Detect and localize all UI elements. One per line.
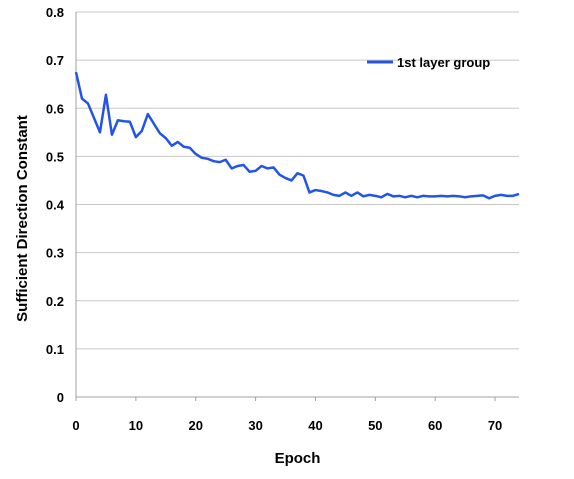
x-tick-label: 70: [488, 418, 502, 433]
series-lines: [74, 71, 520, 200]
x-tick-label: 20: [188, 418, 202, 433]
y-tick-label: 0.7: [46, 53, 64, 68]
y-tick-label: 0.4: [46, 198, 65, 213]
y-tick-labels: 0 0.1 0.2 0.3 0.4 0.5 0.6 0.7 0.8: [46, 5, 65, 405]
y-tick-label: 0: [57, 390, 64, 405]
y-tick-label: 0.2: [46, 294, 64, 309]
axes: [75, 12, 519, 401]
y-axis-label: Sufficient Direction Constant: [14, 115, 31, 322]
series-line-0: [74, 71, 520, 200]
legend-label: 1st layer group: [397, 55, 490, 70]
x-tick-label: 60: [428, 418, 442, 433]
x-tick-label: 40: [308, 418, 322, 433]
x-tick-label: 50: [368, 418, 382, 433]
x-tick-label: 10: [129, 418, 143, 433]
x-tick-label: 0: [72, 418, 79, 433]
y-tick-label: 0.6: [46, 101, 64, 116]
x-axis-label: Epoch: [275, 450, 321, 467]
y-tick-label: 0.1: [46, 342, 64, 357]
y-tick-label: 0.3: [46, 246, 64, 261]
x-tick-label: 30: [248, 418, 262, 433]
gridlines: [76, 11, 519, 350]
y-tick-label: 0.8: [46, 5, 64, 20]
legend: 1st layer group: [367, 55, 490, 70]
y-tick-label: 0.5: [46, 149, 64, 164]
x-tick-labels: 0 10 20 30 40 50 60 70: [72, 418, 502, 433]
